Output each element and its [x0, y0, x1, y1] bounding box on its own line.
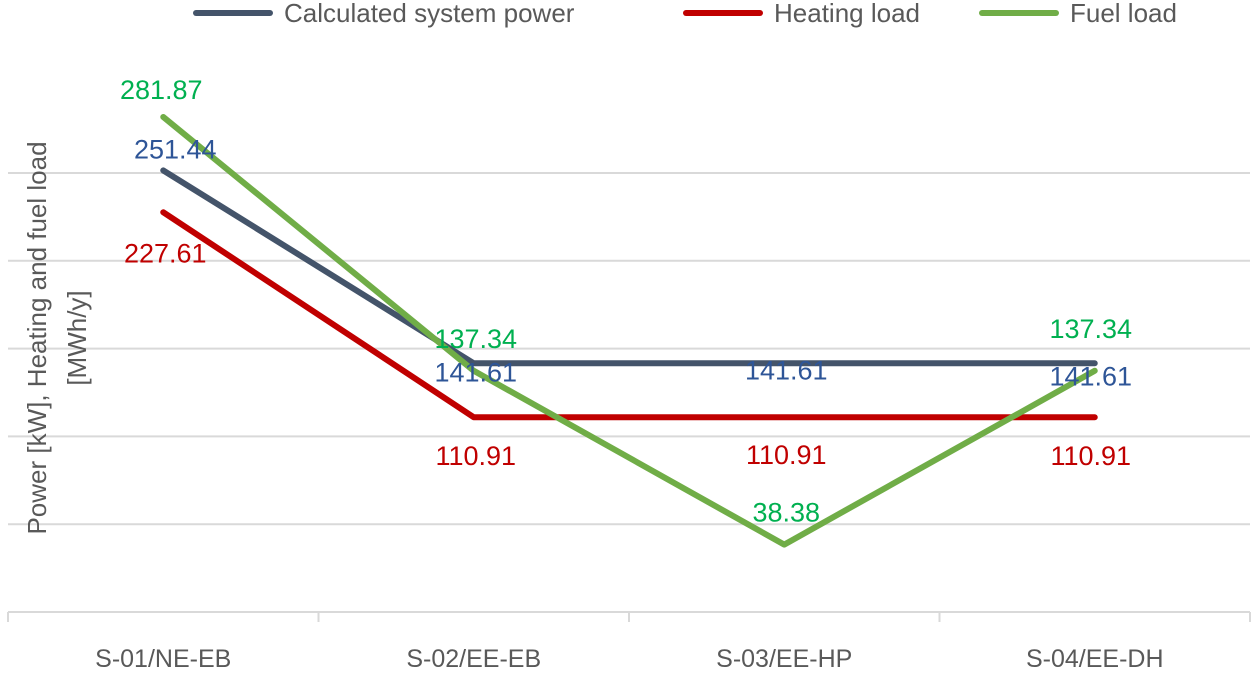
series-line-1: [160, 167, 1098, 367]
data-label: 251.44: [134, 134, 217, 164]
series-line-2: [160, 209, 1098, 421]
gridlines: [8, 171, 1250, 526]
x-tick-label: S-04/EE-DH: [1026, 645, 1164, 673]
y-axis-title: Power [kW], Heating and fuel load [MWh/y]: [22, 141, 92, 534]
series-lines: [160, 113, 1098, 548]
y-axis-title-line: [MWh/y]: [62, 290, 92, 385]
data-label: 110.91: [746, 440, 827, 470]
y-axis-title-line: Power [kW], Heating and fuel load: [22, 141, 52, 534]
data-label: 137.34: [1049, 314, 1132, 344]
data-label: 110.91: [1050, 441, 1131, 471]
y-axis-title-group: Power [kW], Heating and fuel load [MWh/y]: [22, 141, 92, 534]
data-label: 137.34: [434, 324, 517, 354]
legend-label: Fuel load: [1070, 0, 1177, 28]
series-line-3: [160, 113, 1098, 548]
x-tick-label: S-01/NE-EB: [95, 645, 231, 673]
data-label: 38.38: [752, 498, 820, 528]
legend-label: Calculated system power: [284, 0, 575, 28]
x-axis: S-01/NE-EB S-02/EE-EB S-03/EE-HP S-04/EE-DH: [7, 611, 1251, 673]
legend: Calculated system power Heating load Fuel …: [193, 0, 1177, 28]
x-tick-label: S-03/EE-HP: [716, 645, 852, 673]
data-label: 110.91: [435, 441, 516, 471]
data-label: 227.61: [124, 238, 207, 268]
data-labels: 251.44 141.61 141.61 141.61 227.61 110.91 110.…: [120, 75, 1132, 528]
data-label: 141.61: [745, 355, 828, 385]
legend-label: Heating load: [774, 0, 920, 28]
data-label: 281.87: [120, 75, 203, 105]
data-label: 141.61: [434, 357, 517, 387]
x-tick-label: S-02/EE-EB: [406, 645, 541, 673]
data-label: 141.61: [1049, 361, 1132, 391]
